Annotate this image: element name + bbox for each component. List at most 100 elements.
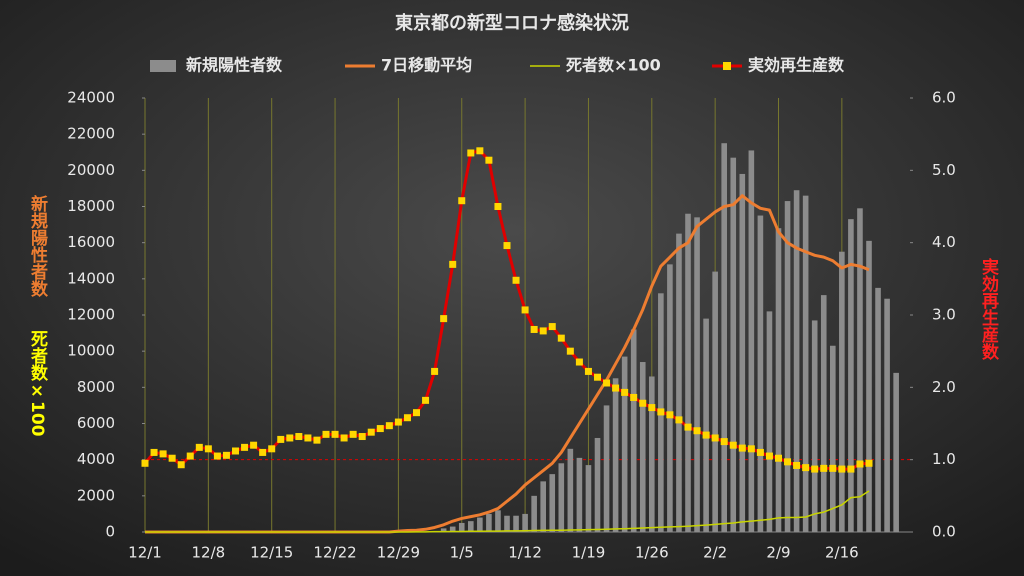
marker xyxy=(612,384,620,392)
bar xyxy=(820,295,827,532)
marker xyxy=(693,427,701,435)
x-tick-label: 1/12 xyxy=(508,544,542,562)
bar xyxy=(739,173,746,532)
legend-label: 7日移動平均 xyxy=(381,56,472,75)
y2-tick-label: 1.0 xyxy=(932,450,956,468)
bar xyxy=(793,190,800,532)
y2-tick-label: 5.0 xyxy=(932,161,956,179)
bar xyxy=(866,240,872,532)
x-tick-label: 2/9 xyxy=(766,544,790,562)
marker xyxy=(268,445,276,453)
bar xyxy=(522,513,528,532)
y-tick-label: 4000 xyxy=(77,450,115,468)
y2-tick-label: 2.0 xyxy=(932,378,956,396)
bar xyxy=(685,213,691,532)
marker xyxy=(295,433,303,441)
marker xyxy=(765,452,773,460)
y-tick-label: 14000 xyxy=(67,269,115,287)
marker xyxy=(177,461,185,469)
marker xyxy=(684,423,692,431)
marker xyxy=(186,452,194,460)
bar xyxy=(694,217,700,532)
marker xyxy=(575,358,583,366)
marker xyxy=(385,422,393,430)
marker xyxy=(322,430,330,438)
marker xyxy=(603,379,611,387)
x-tick-label: 12/29 xyxy=(377,544,420,562)
marker xyxy=(440,315,448,323)
marker xyxy=(331,430,339,438)
legend-swatch xyxy=(150,60,176,72)
bar xyxy=(667,264,673,532)
marker xyxy=(639,399,647,407)
y-tick-label: 16000 xyxy=(67,233,115,251)
bar xyxy=(811,320,818,532)
bar xyxy=(458,522,465,532)
y-tick-label: 8000 xyxy=(77,378,115,396)
y-tick-label: 6000 xyxy=(77,414,115,432)
bar xyxy=(639,362,646,532)
marker xyxy=(403,414,411,422)
marker xyxy=(232,447,239,455)
marker xyxy=(793,461,801,469)
marker xyxy=(802,464,810,472)
bar xyxy=(730,157,737,533)
bar xyxy=(848,219,854,533)
marker xyxy=(286,434,294,442)
marker xyxy=(304,434,312,442)
marker xyxy=(168,454,176,462)
bar xyxy=(440,528,447,532)
marker xyxy=(557,334,565,342)
marker xyxy=(204,445,212,453)
bar xyxy=(766,311,773,532)
marker xyxy=(630,393,638,401)
marker xyxy=(621,388,629,396)
y-tick-label: 20000 xyxy=(67,161,115,179)
marker xyxy=(539,327,547,335)
legend-label: 新規陽性者数 xyxy=(186,56,283,75)
bar xyxy=(531,495,537,532)
marker xyxy=(521,306,529,314)
y-tick-label: 24000 xyxy=(67,89,115,107)
y2-axis-label: 実効再生産数 xyxy=(978,257,999,361)
marker xyxy=(530,325,538,333)
chart-title: 東京都の新型コロナ感染状況 xyxy=(395,12,629,34)
marker xyxy=(784,458,792,466)
bar xyxy=(721,143,727,533)
marker xyxy=(811,465,819,473)
marker xyxy=(666,411,674,419)
bar xyxy=(802,195,809,532)
marker xyxy=(584,367,592,375)
marker xyxy=(503,242,511,250)
marker xyxy=(449,260,457,268)
marker xyxy=(313,436,321,444)
marker xyxy=(250,441,258,449)
marker xyxy=(548,323,556,331)
x-tick-label: 1/19 xyxy=(572,544,606,562)
bar xyxy=(449,526,456,532)
y2-tick-label: 3.0 xyxy=(932,306,956,324)
bar xyxy=(477,517,483,532)
x-tick-label: 12/15 xyxy=(250,544,293,562)
marker xyxy=(494,203,502,210)
marker xyxy=(820,464,828,472)
marker xyxy=(865,459,873,467)
marker xyxy=(431,367,439,375)
marker xyxy=(150,448,158,456)
marker xyxy=(358,433,366,441)
bar xyxy=(676,233,682,532)
marker xyxy=(241,443,249,451)
x-tick-label: 1/26 xyxy=(635,544,669,562)
marker xyxy=(367,428,375,436)
marker xyxy=(648,404,656,412)
marker xyxy=(349,430,357,438)
marker xyxy=(277,435,285,443)
bar xyxy=(594,437,601,532)
marker xyxy=(775,454,782,462)
marker xyxy=(376,425,384,433)
marker xyxy=(738,444,746,452)
marker xyxy=(458,197,466,205)
bar xyxy=(540,481,546,532)
bar xyxy=(504,515,510,532)
bar xyxy=(468,521,474,532)
